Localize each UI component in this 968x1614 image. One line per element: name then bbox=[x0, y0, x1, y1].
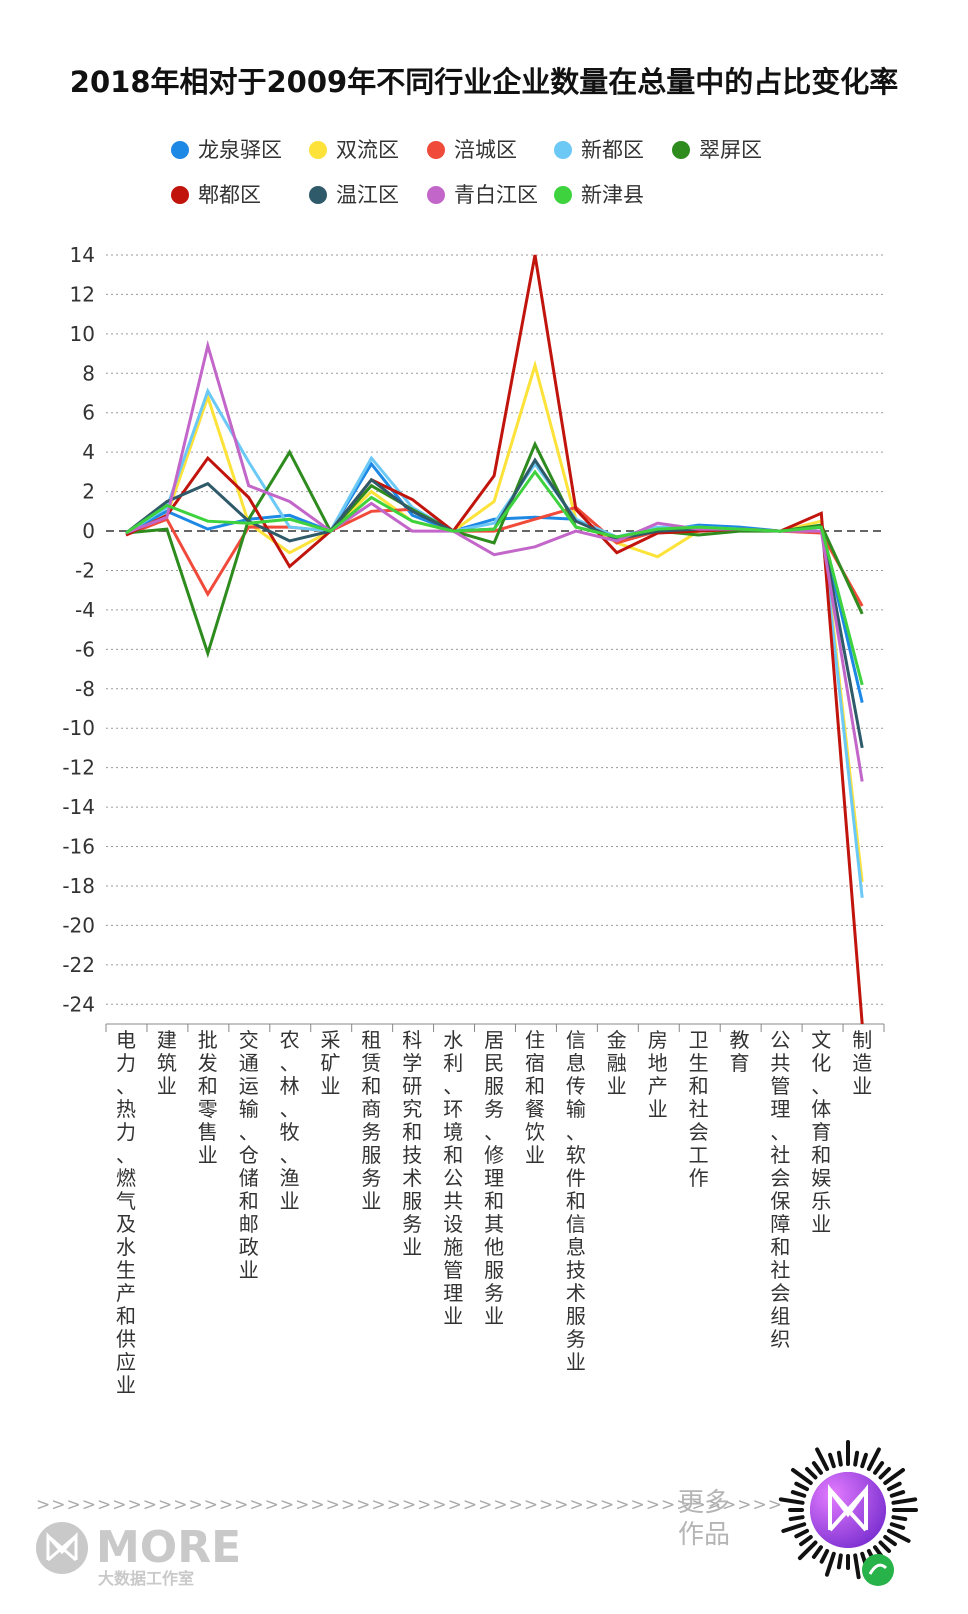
x-tick-label: 租赁和商务服务业 bbox=[361, 1028, 381, 1213]
x-tick-label: 公共管理、社会保障和社会组织 bbox=[770, 1028, 790, 1351]
y-tick-label: -20 bbox=[62, 913, 95, 937]
more-works-line1: 更多 bbox=[678, 1488, 730, 1518]
qr-code-icon[interactable] bbox=[778, 1440, 918, 1586]
brand-subtitle: 大数据工作室 bbox=[98, 1569, 194, 1588]
legend-marker bbox=[171, 141, 189, 159]
legend-label: 涪城区 bbox=[454, 138, 517, 162]
chart-title: 2018年相对于2009年不同行业企业数量在总量中的占比变化率 bbox=[70, 65, 898, 99]
legend-label: 新津县 bbox=[581, 183, 644, 207]
x-tick-label: 电力、热力、燃气及水生产和供应业 bbox=[116, 1028, 136, 1397]
legend-marker bbox=[554, 141, 572, 159]
y-tick-label: -10 bbox=[62, 716, 95, 740]
x-tick-label: 教育 bbox=[730, 1028, 750, 1075]
legend-label: 温江区 bbox=[336, 183, 399, 207]
x-tick-label: 卫生和社会工作 bbox=[689, 1028, 709, 1190]
x-tick-label: 住宿和餐饮业 bbox=[525, 1028, 545, 1167]
legend-label: 新都区 bbox=[581, 138, 644, 162]
x-tick-label: 科学研究和技术服务业 bbox=[402, 1028, 422, 1259]
x-tick-label: 居民服务、修理和其他服务业 bbox=[484, 1028, 504, 1328]
y-tick-label: 8 bbox=[82, 361, 95, 385]
legend-marker bbox=[672, 141, 690, 159]
series-line bbox=[125, 469, 864, 686]
legend-marker bbox=[309, 141, 327, 159]
legend-label: 翠屏区 bbox=[699, 138, 762, 162]
y-tick-label: -6 bbox=[75, 637, 95, 661]
y-tick-label: -4 bbox=[75, 598, 95, 622]
legend-marker bbox=[427, 186, 445, 204]
y-tick-label: -22 bbox=[62, 953, 95, 977]
x-tick-label: 交通运输、仓储和邮政业 bbox=[239, 1028, 259, 1282]
more-logo bbox=[36, 1522, 88, 1574]
legend-marker bbox=[171, 186, 189, 204]
series-line bbox=[125, 387, 864, 898]
legend-label: 龙泉驿区 bbox=[198, 138, 282, 162]
x-tick-label: 批发和零售业 bbox=[198, 1028, 218, 1167]
grid bbox=[106, 254, 884, 1005]
legend-label: 双流区 bbox=[336, 138, 399, 162]
x-tick-label: 房地产业 bbox=[648, 1028, 668, 1121]
more-works-line2: 作品 bbox=[678, 1520, 730, 1550]
y-tick-label: -12 bbox=[62, 756, 95, 780]
y-tick-label: -8 bbox=[75, 677, 95, 701]
y-tick-label: 2 bbox=[82, 480, 95, 504]
legend-marker bbox=[554, 186, 572, 204]
x-tick-label: 建筑业 bbox=[157, 1028, 177, 1098]
y-tick-label: 0 bbox=[82, 519, 95, 543]
x-tick-label: 文化、体育和娱乐业 bbox=[811, 1028, 831, 1236]
y-tick-label: -16 bbox=[62, 835, 95, 859]
x-axis: 电力、热力、燃气及水生产和供应业 建筑业 批发和零售业 交通运输、仓储和邮政业 农、林、… bbox=[105, 1023, 885, 1397]
footer-divider: >>>>>>>>>>>>>>>>>>>>>>>>>>>>>>>>>>>>>>>>… bbox=[36, 1495, 783, 1515]
series-line bbox=[125, 254, 864, 1025]
y-tick-label: 12 bbox=[70, 282, 95, 306]
y-tick-label: 10 bbox=[70, 322, 95, 346]
y-axis: 14 12 10 8 6 4 2 0 -2 -4 -6 -8 -10 -12 -14 -16 -18 -20 -22… bbox=[62, 243, 95, 1016]
y-tick-label: -2 bbox=[75, 558, 95, 582]
series-layer bbox=[125, 254, 864, 1025]
legend-label: 青白江区 bbox=[454, 183, 538, 207]
y-tick-label: -24 bbox=[62, 992, 95, 1016]
y-tick-label: 6 bbox=[82, 401, 95, 425]
y-tick-label: 4 bbox=[82, 440, 95, 464]
legend-label: 郫都区 bbox=[198, 183, 261, 207]
y-tick-label: 14 bbox=[70, 243, 95, 267]
legend-marker bbox=[427, 141, 445, 159]
x-tick-label: 农、林、牧、渔业 bbox=[280, 1028, 300, 1213]
x-tick-label: 信息传输、软件和信息技术服务业 bbox=[566, 1028, 586, 1374]
x-tick-label: 水利、环境和公共设施管理业 bbox=[443, 1028, 463, 1328]
legend-marker bbox=[309, 186, 327, 204]
x-tick-label: 金融业 bbox=[607, 1028, 627, 1098]
x-tick-label: 采矿业 bbox=[321, 1028, 341, 1098]
brand-name: MORE bbox=[96, 1522, 241, 1573]
x-tick-label: 制造业 bbox=[852, 1028, 872, 1098]
y-tick-label: -18 bbox=[62, 874, 95, 898]
y-tick-label: -14 bbox=[62, 795, 95, 819]
